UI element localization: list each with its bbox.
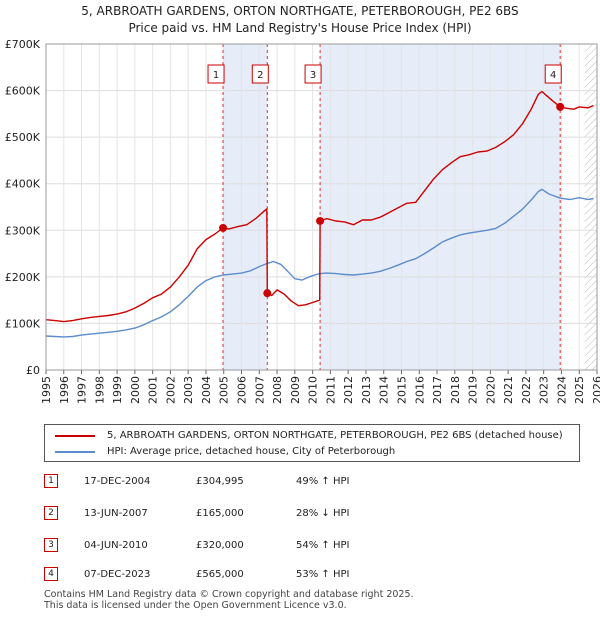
x-tick-label: 2022 [520, 376, 533, 404]
transaction-label: 1 [213, 70, 219, 81]
txn-hpi-change: 28% ↓ HPI [296, 508, 350, 519]
x-tick-label: 2012 [342, 376, 355, 404]
footer-line-2: This data is licensed under the Open Gov… [44, 600, 347, 611]
y-tick-label: £600K [5, 85, 41, 98]
x-tick-label: 1997 [76, 376, 89, 404]
x-tick-label: 1996 [58, 376, 71, 404]
x-tick-label: 2015 [395, 376, 408, 404]
x-tick-label: 2026 [591, 376, 600, 404]
x-tick-label: 2005 [218, 376, 231, 404]
x-tick-label: 2024 [555, 376, 568, 404]
x-tick-label: 2011 [324, 376, 337, 404]
txn-price: £165,000 [196, 508, 244, 519]
x-tick-label: 2007 [253, 376, 266, 404]
txn-price: £304,995 [196, 476, 244, 487]
series-line-hpi [45, 188, 594, 338]
transaction-label: 3 [310, 70, 316, 81]
x-tick-label: 1995 [40, 376, 53, 404]
txn-price: £565,000 [196, 569, 244, 580]
txn-date: 07-DEC-2023 [84, 569, 151, 580]
x-tick-label: 2006 [236, 376, 249, 404]
x-tick-label: 2023 [538, 376, 551, 404]
transaction-label: 4 [550, 70, 556, 81]
legend-swatch-property [55, 435, 95, 437]
title-line-2: Price paid vs. HM Land Registry's House … [128, 21, 472, 35]
shaded-periods [223, 44, 597, 370]
x-tick-label: 2008 [271, 376, 284, 404]
txn-price: £320,000 [196, 540, 244, 551]
y-tick-label: £700K [5, 38, 41, 51]
x-tick-label: 2003 [182, 376, 195, 404]
series-line-property [45, 90, 594, 323]
x-tick-label: 2004 [200, 376, 213, 404]
txn-number-badge: 4 [44, 567, 58, 581]
txn-hpi-change: 49% ↑ HPI [296, 476, 350, 487]
shaded-period [223, 44, 268, 370]
x-tick-label: 2016 [413, 376, 426, 404]
x-tick-label: 2020 [484, 376, 497, 404]
y-tick-label: £400K [5, 178, 41, 191]
footer-line-1: Contains HM Land Registry data © Crown c… [44, 589, 414, 600]
transaction-point [219, 223, 228, 232]
transaction-label-box [304, 64, 322, 84]
transaction-point [263, 289, 272, 298]
x-tick-label: 2000 [129, 376, 142, 404]
x-tick-label: 1999 [111, 376, 124, 404]
x-tick-label: 2013 [360, 376, 373, 404]
txn-hpi-change: 54% ↑ HPI [296, 540, 350, 551]
x-axis-ticks: 1995 1996 1997 1998 1999 2000 2001 2002 2003 2004… [40, 370, 600, 404]
y-tick-label: £200K [5, 271, 41, 284]
plot-frame [45, 43, 598, 371]
transaction-point [316, 216, 325, 225]
x-tick-label: 2009 [289, 376, 302, 404]
txn-hpi-change: 53% ↑ HPI [296, 569, 350, 580]
y-tick-label: £100K [5, 317, 41, 330]
x-tick-label: 2018 [449, 376, 462, 404]
transaction-labels: 1 2 3 4 [207, 64, 562, 84]
x-tick-label: 2014 [378, 376, 391, 404]
transaction-label-box [544, 64, 562, 84]
legend-swatch-hpi [55, 451, 95, 453]
txn-date: 13-JUN-2007 [84, 508, 148, 519]
footer: Contains HM Land Registry data © Crown c… [44, 589, 414, 611]
txn-date: 17-DEC-2004 [84, 476, 151, 487]
transaction-point [556, 102, 565, 111]
shaded-period [320, 44, 561, 370]
x-tick-label: 2002 [164, 376, 177, 404]
x-tick-label: 2021 [502, 376, 515, 404]
title-line-1: 5, ARBROATH GARDENS, ORTON NORTHGATE, PE… [81, 4, 519, 18]
legend-label-property: 5, ARBROATH GARDENS, ORTON NORTHGATE, PE… [107, 430, 563, 441]
transaction-label-box [251, 64, 269, 84]
transaction-label-box [207, 64, 225, 84]
txn-number-badge: 2 [44, 506, 58, 520]
x-tick-label: 2025 [573, 376, 586, 404]
future-hatch [584, 44, 597, 370]
txn-number-badge: 1 [44, 474, 58, 488]
transaction-points [219, 102, 565, 298]
y-tick-label: £0 [26, 364, 40, 377]
x-tick-label: 2001 [147, 376, 160, 404]
legend: 5, ARBROATH GARDENS, ORTON NORTHGATE, PE… [44, 424, 580, 462]
price-chart: 1 2 3 4 £0 £100K £200K £300K £400K £500K £600K £70… [5, 38, 600, 404]
legend-label-hpi: HPI: Average price, detached house, City… [107, 446, 396, 457]
series-lines [45, 90, 594, 338]
y-tick-label: £500K [5, 131, 41, 144]
txn-number-badge: 3 [44, 538, 58, 552]
y-tick-label: £300K [5, 224, 41, 237]
chart-title: 5, ARBROATH GARDENS, ORTON NORTHGATE, PE… [0, 3, 600, 37]
y-axis-ticks: £0 £100K £200K £300K £400K £500K £600K £700K [5, 38, 41, 377]
transaction-label: 2 [257, 70, 263, 81]
x-tick-label: 2019 [467, 376, 480, 404]
txn-date: 04-JUN-2010 [84, 540, 148, 551]
x-tick-label: 2017 [431, 376, 444, 404]
transaction-markers [222, 44, 561, 370]
x-tick-label: 2010 [307, 376, 320, 404]
x-tick-label: 1998 [93, 376, 106, 404]
